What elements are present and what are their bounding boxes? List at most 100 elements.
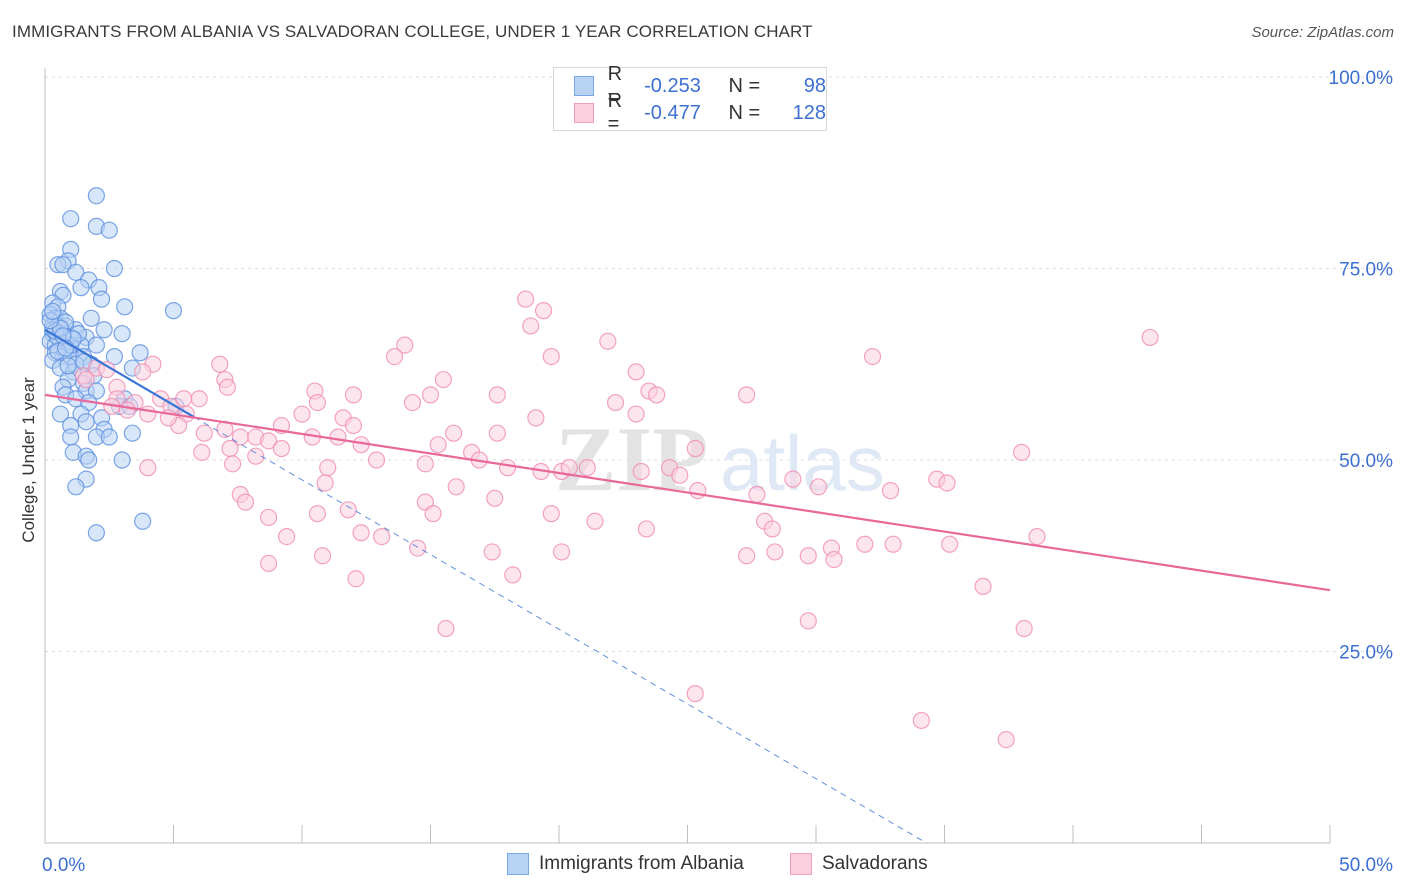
point-salvadorans <box>236 493 255 511</box>
y-tick-label: 100.0% <box>1329 68 1394 89</box>
point-salvadorans <box>738 386 756 404</box>
point-salvadorans <box>483 543 501 561</box>
legend-n-value: 128 <box>792 101 826 124</box>
point-salvadorans <box>552 543 571 561</box>
bottom-legend-swatch-salvadorans <box>790 853 812 875</box>
point-salvadorans <box>825 550 843 569</box>
point-salvadorans <box>247 447 265 465</box>
point-salvadorans <box>373 527 391 546</box>
point-salvadorans <box>1012 443 1031 461</box>
legend-r-label: R = <box>607 90 623 135</box>
trend-lines <box>44 328 1331 844</box>
legend-n-value: 98 <box>803 74 826 97</box>
point-albania <box>131 344 149 362</box>
point-salvadorans <box>308 393 327 412</box>
point-salvadorans <box>344 416 362 435</box>
point-salvadorans <box>221 439 239 458</box>
point-salvadorans <box>344 386 362 404</box>
point-albania <box>123 424 141 442</box>
point-salvadorans <box>578 459 596 477</box>
point-albania <box>59 357 77 375</box>
point-albania <box>87 524 106 542</box>
legend-r-label: R = <box>607 63 623 108</box>
point-salvadorans <box>437 619 455 638</box>
point-salvadorans <box>339 501 357 519</box>
watermark-atlas: atlas <box>720 419 885 507</box>
point-salvadorans <box>884 535 902 553</box>
point-salvadorans <box>195 424 213 442</box>
point-salvadorans <box>259 432 278 450</box>
point-salvadorans <box>516 290 535 308</box>
point-salvadorans <box>224 455 242 473</box>
trend-line-salvadorans <box>44 393 1331 592</box>
point-salvadorans <box>488 424 506 442</box>
point-albania <box>95 321 113 339</box>
point-salvadorans <box>686 439 704 458</box>
point-salvadorans <box>738 547 756 565</box>
point-salvadorans <box>686 685 704 703</box>
point-salvadorans <box>190 390 208 408</box>
point-salvadorans <box>139 405 157 423</box>
point-salvadorans <box>627 405 645 423</box>
grid <box>45 76 1393 652</box>
point-salvadorans <box>259 508 278 527</box>
point-salvadorans <box>134 363 152 381</box>
legend-n-label: N = <box>728 74 761 97</box>
point-salvadorans <box>118 401 136 419</box>
point-albania <box>92 290 111 308</box>
point-salvadorans <box>1028 527 1046 546</box>
point-salvadorans <box>809 478 828 496</box>
point-salvadorans <box>504 566 522 584</box>
watermark-zip: ZIP <box>555 408 708 510</box>
point-salvadorans <box>522 317 540 335</box>
point-albania <box>67 263 85 281</box>
point-albania <box>80 451 98 469</box>
point-salvadorans <box>316 474 334 492</box>
point-salvadorans <box>277 527 296 546</box>
point-salvadorans <box>421 386 440 404</box>
point-albania <box>62 428 80 446</box>
legend-swatch-salvadorans <box>574 103 594 123</box>
point-salvadorans <box>175 390 193 408</box>
point-salvadorans <box>385 347 404 366</box>
point-salvadorans <box>542 347 560 366</box>
point-albania <box>105 259 123 278</box>
point-salvadorans <box>77 370 95 389</box>
point-salvadorans <box>527 409 545 427</box>
point-albania <box>134 512 152 530</box>
point-salvadorans <box>689 482 707 500</box>
y-tick-label: 25.0% <box>1339 643 1393 664</box>
point-salvadorans <box>396 336 414 354</box>
point-salvadorans <box>272 439 291 458</box>
point-albania <box>100 428 118 446</box>
point-salvadorans <box>499 459 517 477</box>
source-label: Source: ZipAtlas.com <box>1251 24 1394 41</box>
point-salvadorans <box>606 393 625 412</box>
point-salvadorans <box>139 459 157 477</box>
bottom-legend-label-albania: Immigrants from Albania <box>539 853 744 874</box>
legend-r-value: -0.253 <box>644 74 701 97</box>
point-salvadorans <box>912 711 930 730</box>
point-albania <box>100 221 118 239</box>
point-salvadorans <box>319 459 337 477</box>
y-axis-label: College, Under 1 year <box>19 377 38 543</box>
point-salvadorans <box>671 466 689 484</box>
point-salvadorans <box>542 505 560 523</box>
x-tick-label-max: 50.0% <box>1339 855 1393 876</box>
point-albania <box>105 347 123 366</box>
point-salvadorans <box>259 554 278 573</box>
point-salvadorans <box>403 393 422 412</box>
point-salvadorans <box>599 332 617 350</box>
bottom-legend-salvadorans: Salvadorans <box>790 852 928 876</box>
point-salvadorans <box>193 443 211 461</box>
point-salvadorans <box>211 355 229 373</box>
point-salvadorans <box>486 489 504 507</box>
point-albania <box>113 325 131 343</box>
bottom-legend-label-salvadorans: Salvadorans <box>822 853 928 874</box>
point-salvadorans <box>648 386 666 404</box>
point-salvadorans <box>938 474 956 492</box>
point-salvadorans <box>424 505 442 523</box>
point-salvadorans <box>881 482 900 500</box>
point-salvadorans <box>863 347 882 366</box>
